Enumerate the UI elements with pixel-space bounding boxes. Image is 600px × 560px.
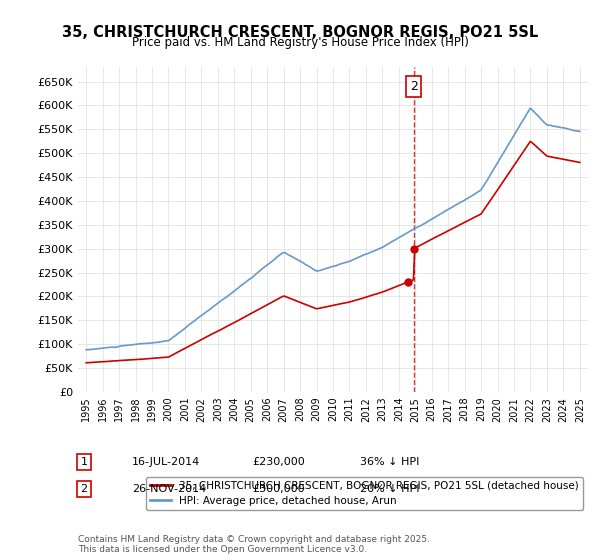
Text: Contains HM Land Registry data © Crown copyright and database right 2025.
This d: Contains HM Land Registry data © Crown c… — [78, 535, 430, 554]
Text: £300,000: £300,000 — [252, 484, 305, 494]
Text: 16-JUL-2014: 16-JUL-2014 — [132, 457, 200, 467]
Text: £230,000: £230,000 — [252, 457, 305, 467]
Text: 2: 2 — [410, 80, 418, 93]
Legend: 35, CHRISTCHURCH CRESCENT, BOGNOR REGIS, PO21 5SL (detached house), HPI: Average: 35, CHRISTCHURCH CRESCENT, BOGNOR REGIS,… — [146, 477, 583, 510]
Text: 26-NOV-2014: 26-NOV-2014 — [132, 484, 206, 494]
Text: 35, CHRISTCHURCH CRESCENT, BOGNOR REGIS, PO21 5SL: 35, CHRISTCHURCH CRESCENT, BOGNOR REGIS,… — [62, 25, 538, 40]
Text: 20% ↓ HPI: 20% ↓ HPI — [360, 484, 419, 494]
Text: 2: 2 — [80, 484, 88, 494]
Text: 36% ↓ HPI: 36% ↓ HPI — [360, 457, 419, 467]
Text: 1: 1 — [80, 457, 88, 467]
Text: Price paid vs. HM Land Registry's House Price Index (HPI): Price paid vs. HM Land Registry's House … — [131, 36, 469, 49]
